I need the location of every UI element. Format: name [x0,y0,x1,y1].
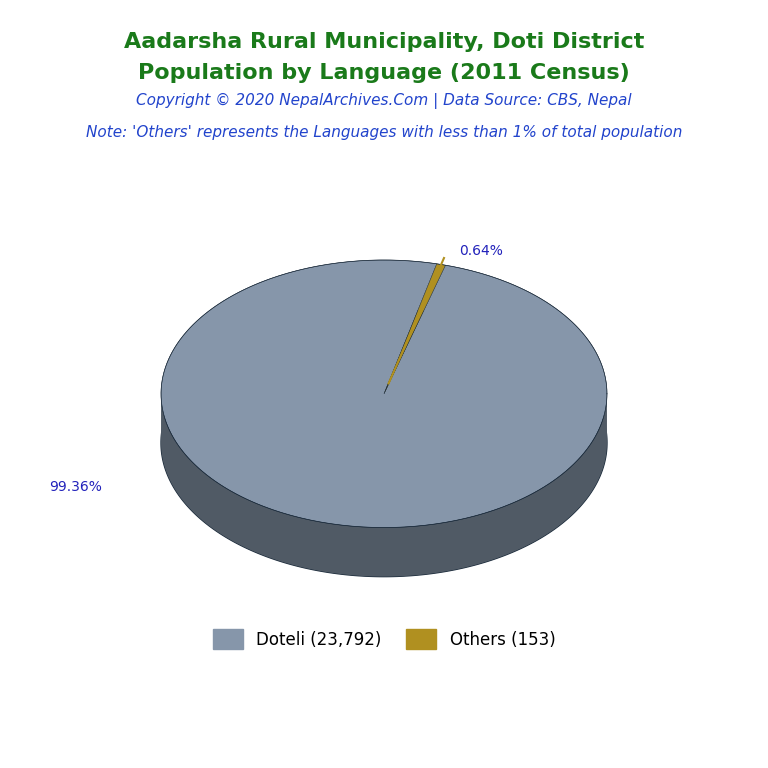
Polygon shape [384,264,445,394]
Text: 99.36%: 99.36% [50,481,102,495]
Text: Aadarsha Rural Municipality, Doti District: Aadarsha Rural Municipality, Doti Distri… [124,32,644,52]
Text: 0.64%: 0.64% [459,244,504,258]
Polygon shape [161,309,607,577]
Legend: Doteli (23,792), Others (153): Doteli (23,792), Others (153) [206,623,562,656]
Polygon shape [161,392,607,577]
Text: Copyright © 2020 NepalArchives.Com | Data Source: CBS, Nepal: Copyright © 2020 NepalArchives.Com | Dat… [136,94,632,109]
Text: Population by Language (2011 Census): Population by Language (2011 Census) [138,63,630,83]
Polygon shape [161,260,607,528]
Text: Note: 'Others' represents the Languages with less than 1% of total population: Note: 'Others' represents the Languages … [86,124,682,140]
